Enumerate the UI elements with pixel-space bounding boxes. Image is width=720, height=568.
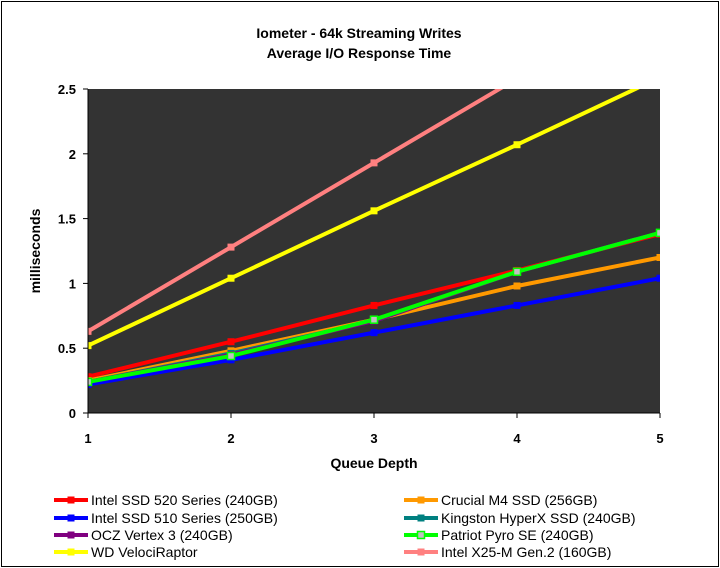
chart-title: Iometer - 64k Streaming Writes	[256, 25, 461, 41]
legend-label: OCZ Vertex 3 (240GB)	[91, 527, 233, 543]
y-tick-label: 0.5	[58, 341, 76, 356]
legend-label: WD VelociRaptor	[91, 544, 198, 560]
data-point	[88, 377, 93, 387]
data-point	[513, 301, 521, 309]
data-point	[88, 327, 92, 335]
data-point	[657, 74, 664, 81]
series-8	[88, 75, 521, 335]
data-point	[656, 253, 660, 261]
y-axis-label: milliseconds	[27, 208, 43, 293]
legend-item: Intel X25-M Gen.2 (160GB)	[404, 544, 611, 560]
x-tick-label: 3	[370, 431, 377, 446]
legend-swatch-marker	[67, 514, 75, 522]
data-point	[656, 274, 660, 282]
legend-item: WD VelociRaptor	[54, 544, 198, 560]
legend-item: Crucial M4 SSD (256GB)	[404, 492, 597, 508]
legend-swatch-marker	[416, 530, 426, 540]
legend-label: Intel SSD 510 Series (250GB)	[91, 510, 278, 526]
legend-item: Patriot Pyro SE (240GB)	[404, 527, 594, 543]
data-point	[514, 75, 521, 82]
legend: Intel SSD 520 Series (240GB) Crucial M4 S…	[54, 492, 636, 560]
legend-swatch-marker	[67, 548, 75, 556]
x-axis-label: Queue Depth	[330, 455, 417, 471]
ticks-layer: 0 0.5 1 1.5 2 2.5 1 2 3 4 5	[58, 82, 664, 446]
legend-item: Intel SSD 520 Series (240GB)	[54, 492, 278, 508]
data-point	[370, 301, 378, 309]
legend-swatch-marker	[67, 531, 75, 539]
data-point	[226, 351, 236, 361]
data-point	[227, 274, 235, 282]
data-point	[512, 267, 522, 276]
legend-label: Kingston HyperX SSD (240GB)	[441, 510, 636, 526]
legend-label: Crucial M4 SSD (256GB)	[441, 492, 597, 508]
data-point	[655, 228, 660, 238]
y-tick-label: 1	[69, 276, 76, 291]
data-point	[227, 338, 235, 346]
data-point	[227, 243, 235, 251]
legend-item: Intel SSD 510 Series (250GB)	[54, 510, 278, 526]
data-point	[88, 373, 92, 381]
x-tick-label: 5	[656, 431, 663, 446]
data-point	[369, 315, 379, 324]
x-tick-label: 2	[227, 431, 234, 446]
legend-label: Intel X25-M Gen.2 (160GB)	[441, 544, 611, 560]
legend-item: Kingston HyperX SSD (240GB)	[404, 510, 636, 526]
series-6	[88, 228, 660, 387]
data-point	[513, 141, 521, 149]
y-tick-label: 1.5	[58, 212, 76, 227]
y-tick-label: 2	[69, 147, 76, 162]
data-point	[370, 329, 378, 337]
data-point	[370, 159, 378, 167]
x-tick-label: 1	[84, 431, 91, 446]
y-tick-label: 2.5	[58, 82, 76, 97]
y-tick-label: 0	[69, 406, 76, 421]
legend-swatch-marker	[417, 496, 425, 504]
legend-swatch-marker	[67, 496, 75, 504]
data-point	[88, 342, 92, 350]
legend-label: Intel SSD 520 Series (240GB)	[91, 492, 278, 508]
x-tick-label: 4	[513, 431, 521, 446]
data-point	[370, 207, 378, 215]
legend-label: Patriot Pyro SE (240GB)	[441, 527, 594, 543]
legend-swatch-marker	[417, 548, 425, 556]
chart-subtitle: Average I/O Response Time	[267, 45, 452, 61]
series-7	[88, 74, 664, 350]
series-layer	[88, 74, 664, 388]
data-point	[513, 282, 521, 290]
legend-item: OCZ Vertex 3 (240GB)	[54, 527, 233, 543]
legend-swatch-marker	[417, 514, 425, 522]
